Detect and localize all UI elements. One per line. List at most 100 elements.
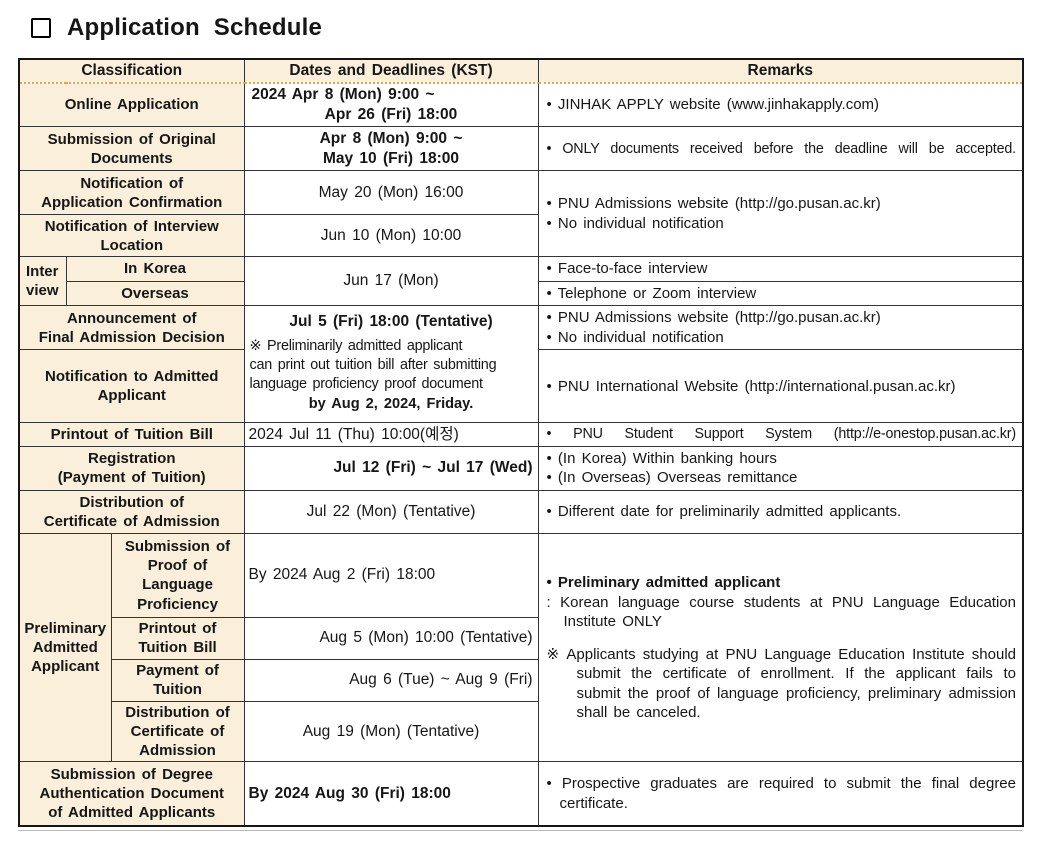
remark-item: • Different date for preliminarily admit… xyxy=(546,503,902,521)
degree-authentication-remarks: • Prospective graduates are required to … xyxy=(537,761,1024,827)
label-line: (Payment of Tuition) xyxy=(57,469,206,487)
remark-item: • PNU International Website (http://inte… xyxy=(546,377,956,395)
label-line: Printout of xyxy=(138,620,217,638)
prelim-tuition-bill-label: Printout of Tuition Bill xyxy=(110,616,245,660)
remark-item: • Face-to-face interview xyxy=(546,260,708,278)
interview-location-dates: Jun 10 (Mon) 10:00 xyxy=(243,214,539,258)
interview-dates: Jun 17 (Mon) xyxy=(243,256,539,307)
label-line: Admitted xyxy=(32,639,98,657)
label-line: Proficiency xyxy=(137,595,218,613)
label-line: Application Confirmation xyxy=(41,193,223,211)
confirmation-location-remarks: • PNU Admissions website (http://go.pusa… xyxy=(537,170,1024,258)
original-documents-dates: Apr 8 (Mon) 9:00 ~ May 10 (Fri) 18:00 xyxy=(243,126,539,172)
label-line: Documents xyxy=(90,149,173,167)
admitted-notice-label: Notification to Admitted Applicant xyxy=(18,349,245,424)
date-note-bold: by Aug 2, 2024, Friday. xyxy=(308,395,474,412)
schedule-table: Classification Dates and Deadlines (KST)… xyxy=(18,58,1024,827)
date-note-line: language proficiency proof document xyxy=(249,376,484,393)
remark-item: • PNU Admissions website (http://go.pusa… xyxy=(546,195,881,213)
interview-location-label: Notification of Interview Location xyxy=(18,214,245,258)
remark-item: • No individual notification xyxy=(546,328,724,346)
interview-overseas-label: Overseas xyxy=(65,280,245,307)
degree-authentication-dates: By 2024 Aug 30 (Fri) 18:00 xyxy=(243,761,539,827)
label-line: Proof of xyxy=(147,557,208,575)
label-line: view xyxy=(25,282,59,300)
label-line: Distribution of xyxy=(79,493,184,511)
tuition-bill-remarks: • PNU Student Support System (http://e-o… xyxy=(537,422,1024,447)
label-line: Tuition Bill xyxy=(138,639,217,657)
label-line: Inter xyxy=(25,263,59,281)
page-title: Application Schedule xyxy=(31,12,1039,44)
label-line: Submission of Degree xyxy=(50,765,213,783)
label-line: Admission xyxy=(139,742,216,760)
date-line: 2024 Apr 8 (Mon) 9:00 ~ xyxy=(251,86,435,104)
registration-remarks: • (In Korea) Within banking hours • (In … xyxy=(537,445,1024,491)
label-line: Applicant xyxy=(97,387,166,405)
remark-item: ※ Applicants studying at PNU Language Ed… xyxy=(546,646,1017,721)
certificate-admission-remarks: • Different date for preliminarily admit… xyxy=(537,489,1024,534)
prelim-certificate-dates: Aug 19 (Mon) (Tentative) xyxy=(243,700,539,763)
label-line: Applicant xyxy=(31,658,100,676)
header-classification: Classification xyxy=(18,58,245,84)
prelim-payment-label: Payment of Tuition xyxy=(110,658,245,702)
label-line: Submission of xyxy=(124,538,231,556)
preliminary-group-label: Preliminary Admitted Applicant xyxy=(18,532,112,763)
remark-item: • Preliminary admitted applicant xyxy=(546,574,781,592)
remark-item: • PNU Admissions website (http://go.pusa… xyxy=(546,309,881,327)
label-line: Certificate of Admission xyxy=(43,512,220,530)
date-line: Jul 5 (Fri) 18:00 (Tentative) xyxy=(289,313,493,331)
label-line: Notification of Interview xyxy=(44,217,219,235)
label-line: Announcement of xyxy=(67,309,197,327)
remark-item: • ONLY documents received before the dea… xyxy=(546,140,1017,157)
registration-dates: Jul 12 (Fri) ~ Jul 17 (Wed) xyxy=(243,445,539,491)
application-confirmation-dates: May 20 (Mon) 16:00 xyxy=(243,170,539,216)
prelim-payment-dates: Aug 6 (Tue) ~ Aug 9 (Fri) xyxy=(243,658,539,702)
online-application-remarks: • JINHAK APPLY website (www.jinhakapply.… xyxy=(537,82,1024,128)
final-decision-remarks: • PNU Admissions website (http://go.pusa… xyxy=(537,305,1024,351)
certificate-admission-label: Distribution of Certificate of Admission xyxy=(18,489,245,534)
header-remarks: Remarks xyxy=(537,58,1024,84)
prelim-tuition-bill-dates: Aug 5 (Mon) 10:00 (Tentative) xyxy=(243,616,539,660)
title-text: Application Schedule xyxy=(67,14,323,41)
interview-overseas-remarks: • Telephone or Zoom interview xyxy=(537,280,1024,307)
remark-item: : Korean language course students at PNU… xyxy=(546,593,1017,631)
registration-label: Registration (Payment of Tuition) xyxy=(18,445,245,491)
interview-in-korea-remarks: • Face-to-face interview xyxy=(537,256,1024,282)
date-line: Apr 8 (Mon) 9:00 ~ xyxy=(319,130,463,147)
title-checkbox-icon xyxy=(31,18,51,38)
tuition-bill-label: Printout of Tuition Bill xyxy=(18,422,245,447)
prelim-certificate-label: Distribution of Certificate of Admission xyxy=(110,700,245,763)
label-line: Notification to Admitted xyxy=(45,368,219,386)
date-line: May 10 (Fri) 18:00 xyxy=(322,149,460,167)
date-note-line: ※ Preliminarily admitted applicant xyxy=(249,338,463,355)
label-line: Submission of Original xyxy=(47,130,216,148)
label-line: Registration xyxy=(87,450,176,468)
remark-item: • (In Overseas) Overseas remittance xyxy=(546,469,798,487)
label-line: Tuition xyxy=(153,681,202,699)
remark-item: • Prospective graduates are required to … xyxy=(546,775,1017,812)
preliminary-remarks: • Preliminary admitted applicant : Korea… xyxy=(537,532,1024,763)
final-decision-label: Announcement of Final Admission Decision xyxy=(18,305,245,351)
remark-item: • PNU Student Support System (http://e-o… xyxy=(546,426,1017,443)
original-documents-label: Submission of Original Documents xyxy=(18,126,245,172)
application-confirmation-label: Notification of Application Confirmation xyxy=(18,170,245,216)
label-line: Authentication Document xyxy=(39,785,225,803)
label-line: Payment of xyxy=(136,662,219,680)
date-line: Apr 26 (Fri) 18:00 xyxy=(324,106,458,124)
label-line: Distribution of xyxy=(125,703,230,721)
prelim-language-proof-dates: By 2024 Aug 2 (Fri) 18:00 xyxy=(243,532,539,618)
interview-in-korea-label: In Korea xyxy=(65,256,245,282)
header-dates: Dates and Deadlines (KST) xyxy=(243,58,539,84)
label-line: of Admitted Applicants xyxy=(48,804,216,822)
final-decision-dates: Jul 5 (Fri) 18:00 (Tentative) ※ Prelimin… xyxy=(243,305,539,424)
remark-item: • (In Korea) Within banking hours xyxy=(546,449,777,467)
interview-group-label: Inter view xyxy=(18,256,67,307)
table-bottom-rule xyxy=(18,829,1022,831)
certificate-admission-dates: Jul 22 (Mon) (Tentative) xyxy=(243,489,539,534)
prelim-language-proof-label: Submission of Proof of Language Proficie… xyxy=(110,532,245,618)
label-line: Certificate of xyxy=(130,723,225,741)
original-documents-remarks: • ONLY documents received before the dea… xyxy=(537,126,1024,172)
admitted-notice-remarks: • PNU International Website (http://inte… xyxy=(537,349,1024,424)
degree-authentication-label: Submission of Degree Authentication Docu… xyxy=(18,761,245,827)
online-application-dates: 2024 Apr 8 (Mon) 9:00 ~ Apr 26 (Fri) 18:… xyxy=(243,82,539,128)
